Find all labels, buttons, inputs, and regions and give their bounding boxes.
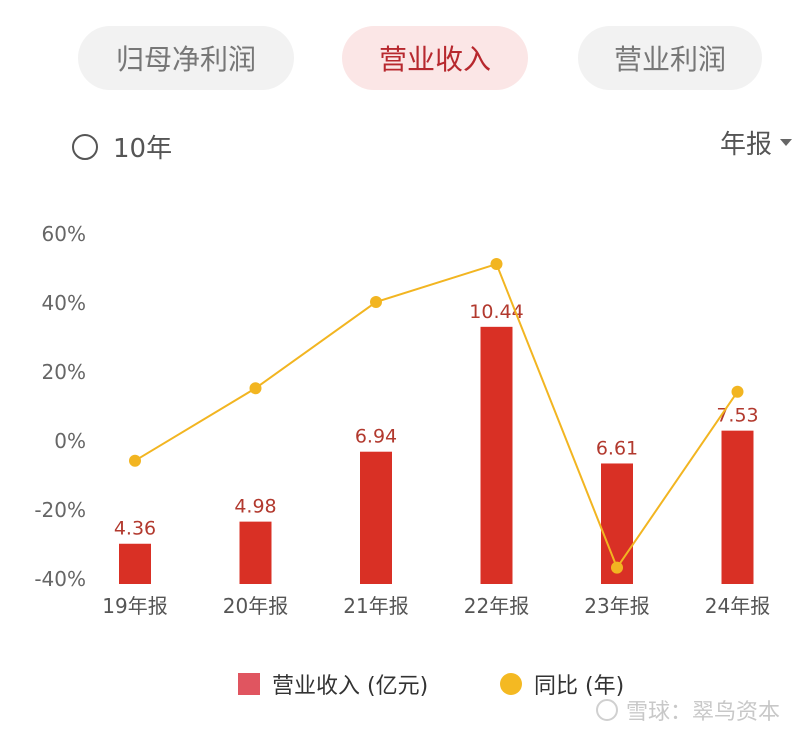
x-tick-label: 23年报 bbox=[584, 594, 649, 618]
bar-value-label: 6.61 bbox=[596, 437, 638, 459]
yoy-line bbox=[134, 262, 739, 570]
bar-value-label: 10.44 bbox=[469, 301, 523, 323]
ten-year-label: 10年 bbox=[113, 134, 173, 164]
chevron-down-icon bbox=[780, 139, 792, 146]
yoy-point bbox=[731, 385, 744, 398]
watermark-text: 雪球：翠鸟资本 bbox=[625, 700, 780, 725]
revenue-bar bbox=[721, 430, 754, 584]
y-tick-label: 40% bbox=[42, 291, 86, 315]
bar-value-label: 4.98 bbox=[234, 496, 276, 518]
x-tick-label: 24年报 bbox=[705, 594, 770, 618]
bar-value-label: 4.36 bbox=[114, 518, 156, 540]
revenue-chart: 60% 40% 20% 0% -20% -40% 4.36 19年报 4.98 20年报 6.94 2… bbox=[34, 222, 770, 618]
period-value: 年报 bbox=[719, 130, 772, 160]
yoy-point bbox=[129, 454, 141, 467]
legend-yoy-dot bbox=[500, 673, 522, 695]
legend-yoy-label: 同比 (年) bbox=[534, 674, 625, 699]
radio-circle[interactable] bbox=[72, 133, 98, 160]
yoy-point bbox=[490, 258, 503, 271]
chart-legend: 营业收入 (亿元) 同比 (年) bbox=[0, 668, 800, 708]
tab-net-profit[interactable]: 归母净利润 bbox=[78, 26, 294, 90]
bar-value-label: 6.94 bbox=[355, 426, 397, 448]
y-tick-label: 60% bbox=[42, 222, 86, 246]
revenue-bar bbox=[119, 543, 151, 584]
yoy-point bbox=[611, 561, 623, 574]
yoy-point bbox=[370, 296, 382, 308]
x-tick-label: 21年报 bbox=[343, 594, 408, 618]
y-tick-label: 0% bbox=[54, 429, 86, 453]
metric-tabs: 归母净利润 营业收入 营业利润 bbox=[0, 26, 800, 92]
snowball-logo-icon bbox=[595, 699, 618, 721]
y-tick-label: 20% bbox=[42, 360, 86, 384]
revenue-bar bbox=[360, 451, 392, 584]
legend-revenue-swatch bbox=[238, 673, 260, 695]
ten-year-toggle[interactable]: 10年 bbox=[72, 128, 172, 165]
revenue-bar bbox=[239, 521, 272, 584]
bar-value-label: 7.53 bbox=[716, 405, 758, 427]
revenue-bar bbox=[480, 326, 513, 584]
yoy-point bbox=[249, 382, 262, 395]
legend-yoy[interactable]: 同比 (年) bbox=[500, 668, 624, 700]
y-tick-label: -20% bbox=[34, 498, 86, 522]
watermark: 雪球：翠鸟资本 bbox=[595, 694, 780, 726]
period-dropdown[interactable]: 年报 bbox=[720, 124, 792, 161]
legend-revenue-label: 营业收入 (亿元) bbox=[272, 674, 429, 699]
x-tick-label: 19年报 bbox=[102, 594, 167, 618]
x-tick-label: 20年报 bbox=[223, 594, 288, 618]
legend-revenue[interactable]: 营业收入 (亿元) bbox=[238, 668, 428, 700]
tab-operating-profit[interactable]: 营业利润 bbox=[578, 26, 762, 90]
x-tick-label: 22年报 bbox=[464, 594, 529, 618]
tab-revenue[interactable]: 营业收入 bbox=[342, 26, 528, 90]
y-tick-label: -40% bbox=[34, 567, 86, 591]
